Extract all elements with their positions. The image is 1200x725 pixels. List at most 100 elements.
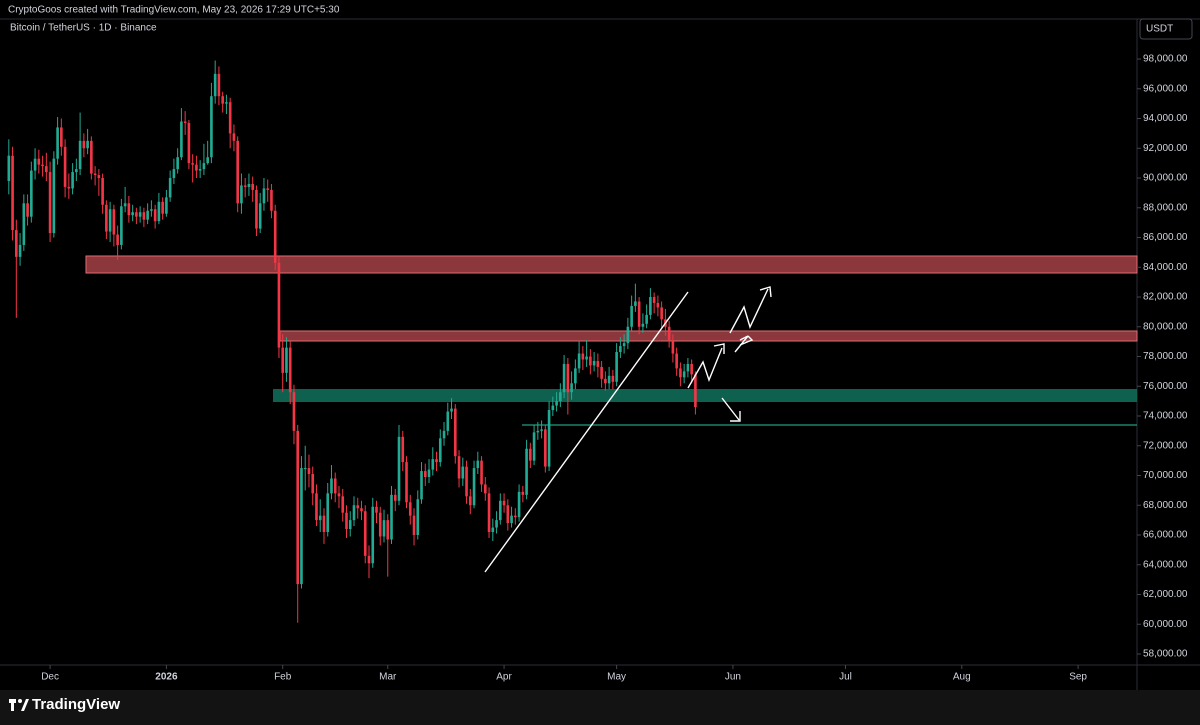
candle-body [570, 383, 573, 393]
candle-body [326, 493, 330, 533]
candle-body [97, 175, 101, 179]
symbol-title: Bitcoin / TetherUS · 1D · Binance [10, 23, 157, 34]
candle-body [630, 305, 633, 327]
candle-body [360, 508, 363, 512]
candle-body [619, 346, 622, 353]
candle-body [292, 392, 296, 431]
candle-body [86, 140, 89, 149]
candle-body [551, 405, 555, 411]
candle-body [176, 157, 179, 170]
candle-body [472, 468, 476, 506]
y-tick-label: 62,000.00 [1143, 589, 1188, 600]
x-tick-label: Jul [839, 672, 852, 683]
candle-body [589, 356, 592, 366]
arrow-head [759, 286, 772, 298]
x-tick-label: May [607, 672, 626, 683]
candle-body [48, 172, 52, 234]
y-tick-label: 86,000.00 [1143, 232, 1188, 243]
candle-body [202, 163, 206, 170]
candle-body [529, 448, 532, 461]
candle-body [341, 496, 345, 513]
arrow-head [713, 343, 725, 354]
candle-body [258, 203, 262, 229]
candle-body [371, 506, 375, 564]
candle-body [427, 469, 431, 477]
candle-body [378, 512, 382, 537]
currency-box[interactable] [1139, 18, 1193, 40]
candle-body [78, 140, 82, 170]
candle-body [127, 203, 131, 216]
candle-body [307, 468, 311, 475]
candle-body [108, 209, 112, 232]
path-arrow [729, 288, 769, 334]
candle-body [255, 189, 258, 229]
candle-body [634, 301, 637, 306]
candle-body [600, 366, 603, 379]
candle-body [502, 500, 506, 506]
candle-body [491, 527, 495, 533]
brand-logo[interactable]: TradingView [9, 696, 120, 713]
candle-body [626, 326, 630, 344]
candle-body [596, 360, 600, 367]
x-tick-label: Aug [953, 672, 971, 683]
x-tick-label: 2026 [155, 672, 178, 683]
candle-body [352, 505, 356, 521]
candle-body [45, 166, 48, 173]
candle-body [675, 353, 678, 369]
candle-body [622, 343, 626, 347]
candle-body [562, 363, 566, 393]
candle-body [168, 178, 172, 198]
candle-body [75, 169, 78, 173]
candle-body [480, 460, 483, 485]
candle-body [90, 140, 93, 174]
candle-body [240, 185, 243, 204]
candle-body [138, 212, 142, 217]
candle-body [457, 456, 461, 479]
y-tick-label: 72,000.00 [1143, 440, 1188, 451]
candle-body [645, 314, 648, 324]
candle-body [682, 371, 686, 378]
candle-body [236, 140, 239, 204]
candle-body [296, 430, 300, 585]
candle-body [498, 500, 502, 521]
candle-body [420, 471, 423, 500]
candle-body [438, 438, 442, 463]
logo-mark [21, 699, 29, 711]
y-tick-label: 84,000.00 [1143, 262, 1188, 273]
candle-body [82, 140, 86, 149]
y-tick-label: 74,000.00 [1143, 411, 1188, 422]
candle-body [116, 234, 119, 245]
candle-body [142, 212, 146, 220]
candle-body [566, 363, 570, 393]
x-tick-label: Dec [41, 672, 59, 683]
candle-body [393, 494, 397, 501]
y-tick-label: 90,000.00 [1143, 173, 1188, 184]
x-tick-label: Sep [1069, 672, 1087, 683]
candle-body [41, 164, 44, 167]
y-tick-label: 92,000.00 [1143, 143, 1188, 154]
candle-body [247, 183, 251, 187]
candle-body [679, 368, 682, 378]
candle-body [322, 515, 326, 533]
y-tick-label: 94,000.00 [1143, 113, 1188, 124]
candle-body [277, 262, 281, 348]
candle-body [228, 102, 232, 134]
candle-body [330, 478, 333, 494]
trend-line [484, 291, 689, 573]
candle-body [574, 368, 577, 384]
candle-body [348, 520, 352, 530]
candle-body [517, 491, 521, 518]
candle-body [315, 493, 318, 521]
candle-body [101, 178, 104, 205]
candle-body [476, 460, 480, 469]
candle-body [225, 102, 228, 104]
candle-body [412, 515, 416, 535]
y-tick-label: 96,000.00 [1143, 83, 1188, 94]
candle-body [510, 515, 513, 524]
candle-body [487, 493, 491, 533]
resistance-zone [279, 330, 1138, 342]
y-tick-label: 66,000.00 [1143, 530, 1188, 541]
y-tick-label: 64,000.00 [1143, 559, 1188, 570]
resistance-zone [85, 255, 1138, 274]
candle-body [547, 410, 551, 467]
